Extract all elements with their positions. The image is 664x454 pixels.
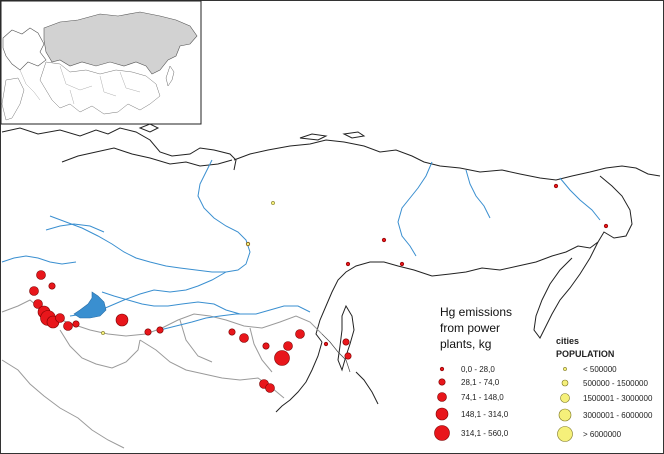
kazakh-border (1, 359, 125, 449)
internal-boundaries (321, 333, 351, 373)
kamchatka-coast (533, 241, 599, 339)
power-plant-point (283, 341, 293, 351)
indigirka-river (465, 169, 491, 219)
pacific-coast-south (275, 341, 323, 413)
population-legend-title-line2: POPULATION (556, 349, 614, 359)
power-plant-point (342, 338, 350, 346)
mongolia-border (59, 329, 141, 369)
emissions-legend-symbol-3 (437, 392, 447, 402)
interior-border-2 (249, 327, 273, 373)
power-plant-point (603, 223, 609, 229)
yenisei-river (197, 159, 251, 273)
power-plant-point (36, 270, 46, 280)
coastlines (1, 123, 661, 413)
population-legend-symbol-1 (563, 367, 567, 371)
population-legend-symbol-5 (557, 426, 573, 442)
power-plant-point (345, 261, 351, 267)
population-legend-symbol-4 (558, 408, 572, 422)
emissions-legend-label-5: 314,1 - 560,0 (461, 429, 509, 438)
population-legend-label-5: > 6000000 (583, 430, 622, 439)
emissions-legend-symbol-5 (434, 425, 450, 441)
power-plant-point (48, 282, 56, 290)
inset-africa-outline (1, 77, 25, 121)
city-point (246, 242, 250, 246)
sea-of-japan-line (321, 333, 351, 373)
emissions-legend-label-2: 28,1 - 74,0 (461, 378, 500, 387)
emissions-legend-label-3: 74,1 - 148,0 (461, 393, 504, 402)
northwest-river (45, 223, 105, 233)
arctic-coastline-west (1, 127, 237, 171)
power-plant-point (29, 286, 39, 296)
kurils-coast (355, 371, 379, 405)
emissions-legend-title-line2: from power (440, 321, 500, 335)
interior-border-1 (179, 319, 213, 363)
power-plant-point (381, 237, 387, 243)
power-plant-point (55, 313, 65, 323)
power-plant-point (156, 326, 164, 334)
population-legend-symbol-2 (561, 379, 569, 387)
lake-baikal (73, 291, 107, 319)
okhotsk-coast (315, 261, 433, 343)
power-plant-point (72, 320, 80, 328)
power-plant-points (29, 183, 609, 393)
emissions-legend-title-line3: plants, kg (440, 337, 491, 351)
power-plant-point (274, 350, 290, 366)
population-legend: cities POPULATION < 500000 500000 - 1500… (556, 336, 653, 442)
islands-north (138, 123, 366, 141)
inset-europe-outline (2, 27, 47, 71)
arctic-coastline-east (233, 139, 661, 181)
lena-river (397, 161, 433, 257)
power-plant-point (228, 328, 236, 336)
kolyma-river (559, 177, 601, 221)
inset-asia-outline (39, 61, 161, 115)
population-legend-label-2: 500000 - 1500000 (583, 379, 649, 388)
power-plant-point (323, 341, 329, 347)
emissions-legend: Hg emissions from power plants, kg 0,0 -… (434, 305, 512, 441)
power-plant-point (115, 313, 129, 327)
emissions-legend-label-1: 0,0 - 28,0 (461, 365, 495, 374)
inset-japan-outline (165, 65, 175, 87)
power-plant-point (265, 383, 275, 393)
population-legend-label-1: < 500000 (583, 365, 617, 374)
rivers (1, 159, 601, 331)
power-plant-point (239, 333, 249, 343)
power-plant-point (63, 321, 73, 331)
power-plant-point (344, 352, 352, 360)
emissions-legend-symbol-1 (439, 366, 445, 372)
population-legend-label-4: 3000001 - 6000000 (583, 411, 653, 420)
power-plant-point (295, 329, 305, 339)
angara-river (101, 291, 311, 315)
inset-locator-map (0, 0, 202, 125)
emissions-legend-symbol-4 (435, 407, 449, 421)
city-point (271, 201, 275, 205)
population-legend-title-line1: cities (556, 336, 579, 346)
power-plant-point (262, 342, 270, 350)
emissions-legend-label-4: 148,1 - 314,0 (461, 410, 509, 419)
irtysh-river (1, 255, 77, 265)
emissions-legend-symbol-2 (438, 378, 446, 386)
inset-russia-highlight (43, 11, 198, 75)
emissions-legend-title-line1: Hg emissions (440, 305, 512, 319)
city-point (101, 331, 105, 335)
power-plant-point (144, 328, 152, 336)
power-plant-point (399, 261, 405, 267)
population-legend-label-3: 1500001 - 3000000 (583, 394, 653, 403)
power-plant-point (553, 183, 559, 189)
taymyr-coastline (61, 147, 233, 167)
population-legend-symbol-3 (560, 393, 570, 403)
power-plant-point (33, 299, 43, 309)
ob-river (49, 215, 226, 273)
sakhalin-coast (337, 304, 355, 372)
chukotka-coast (431, 175, 633, 277)
city-points (101, 201, 275, 335)
amur-river (159, 313, 250, 331)
inset-borders (19, 65, 141, 105)
